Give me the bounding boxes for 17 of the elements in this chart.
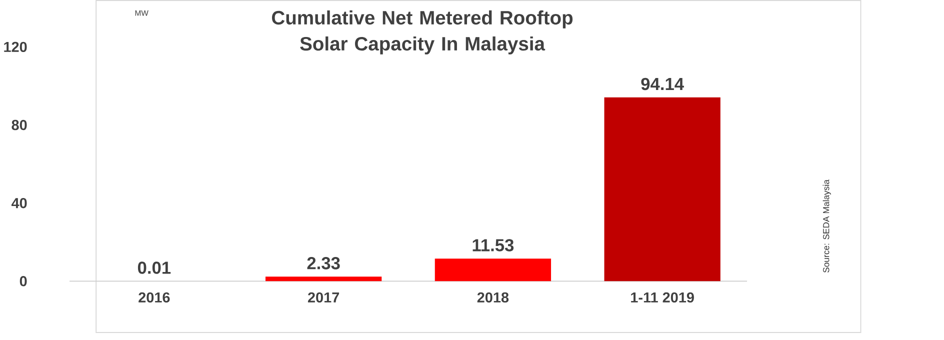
y-tick-label: 80	[12, 120, 27, 130]
x-tick-label: 2016	[138, 292, 170, 302]
data-label: 11.53	[472, 238, 514, 252]
bar	[604, 97, 720, 282]
y-tick-label: 0	[20, 276, 27, 286]
data-label: 2.33	[307, 256, 340, 270]
x-tick-label: 2017	[308, 292, 340, 302]
data-label: 0.01	[138, 261, 171, 274]
x-tick-label: 2018	[477, 292, 509, 302]
y-tick-label: 120	[4, 42, 27, 52]
data-label: 94.14	[641, 78, 684, 90]
y-tick-label: 40	[11, 198, 27, 208]
source-note: Source: SEDA Malaysia	[822, 179, 831, 272]
x-tick-label: 1-11 2019	[631, 292, 694, 302]
bar	[265, 276, 382, 282]
bar	[434, 258, 552, 282]
chart-title: Cumulative Net Metered Rooftop Solar Capacity In Malaysia	[272, 10, 573, 54]
